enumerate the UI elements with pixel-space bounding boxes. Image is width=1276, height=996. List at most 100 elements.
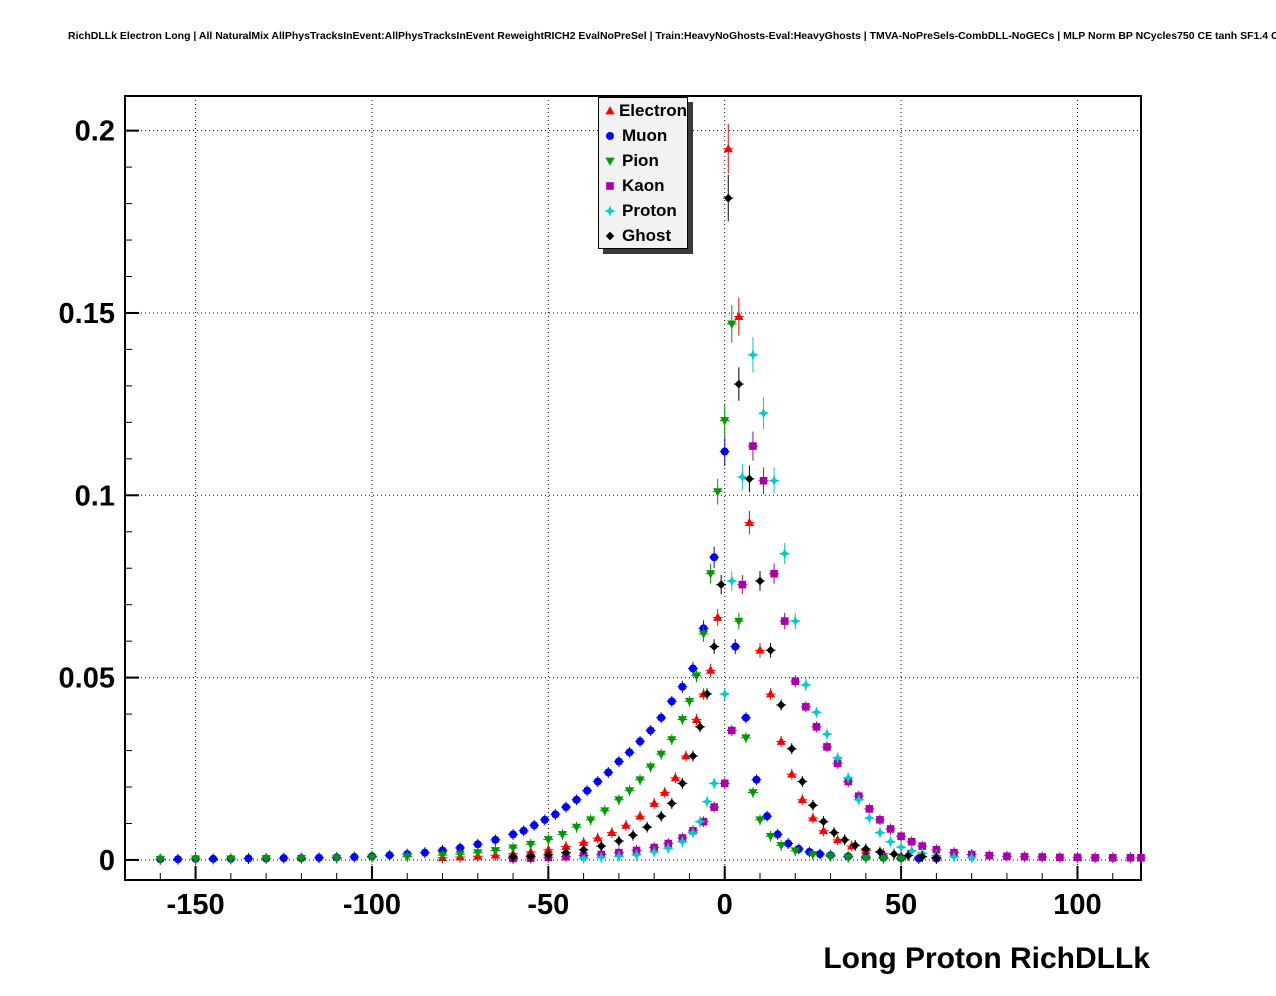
data-marker — [755, 576, 765, 586]
data-marker — [865, 805, 874, 813]
data-marker — [832, 752, 844, 764]
y-tick-label: 0.15 — [59, 298, 115, 330]
data-marker — [741, 734, 751, 743]
x-tick-label: -150 — [167, 889, 225, 921]
data-marker — [741, 713, 750, 722]
triangle-down-icon — [605, 157, 615, 166]
data-marker — [646, 726, 655, 735]
data-marker — [667, 736, 677, 745]
data-marker — [719, 688, 731, 700]
data-marker — [791, 677, 800, 686]
data-marker — [691, 672, 702, 681]
data-marker — [667, 799, 677, 808]
data-marker — [490, 847, 501, 856]
data-marker — [874, 827, 886, 839]
data-marker — [840, 835, 849, 845]
data-marker — [770, 569, 778, 578]
data-marker — [863, 812, 875, 824]
data-marker — [670, 773, 680, 782]
data-marker — [985, 851, 994, 860]
data-marker — [798, 777, 807, 786]
data-marker — [734, 311, 744, 321]
data-marker — [583, 786, 592, 795]
data-marker — [763, 812, 772, 821]
data-marker — [579, 837, 589, 846]
data-marker — [829, 828, 839, 837]
data-marker — [455, 850, 465, 859]
data-marker — [776, 700, 786, 710]
data-marker — [752, 775, 761, 784]
data-marker — [833, 835, 843, 844]
plot-title: RichDLLk Electron Long | All NaturalMix … — [68, 30, 1276, 42]
data-marker — [797, 794, 807, 804]
data-marker — [681, 751, 691, 760]
data-marker — [604, 768, 613, 777]
axis-ticks — [124, 129, 1114, 880]
data-marker — [593, 777, 602, 786]
data-marker — [723, 144, 733, 153]
data-marker — [701, 796, 713, 808]
data-marker — [808, 800, 818, 810]
data-marker — [600, 807, 610, 816]
data-marker — [932, 845, 941, 854]
data-marker — [607, 827, 617, 836]
data-marker — [713, 488, 723, 497]
data-marker — [748, 789, 758, 798]
data-marker — [593, 833, 603, 842]
data-marker — [621, 820, 631, 829]
data-marker — [190, 855, 201, 864]
x-tick-label: 50 — [885, 889, 917, 921]
legend-label: Ghost — [622, 225, 672, 245]
plot-frame — [124, 95, 1142, 881]
data-marker — [731, 642, 740, 651]
data-marker — [766, 645, 775, 655]
data-marker — [1038, 853, 1047, 861]
data-marker — [561, 803, 570, 812]
legend-item-ghost: Ghost — [599, 223, 687, 248]
data-marker — [821, 728, 833, 740]
legend-item-electron: Electron — [599, 98, 687, 123]
data-marker — [491, 835, 500, 844]
data-marker — [625, 748, 634, 757]
data-marker — [749, 442, 757, 450]
data-marker — [279, 854, 288, 863]
data-marker — [706, 665, 716, 674]
data-marker — [709, 642, 719, 652]
data-marker — [572, 795, 581, 804]
data-marker — [649, 798, 659, 807]
x-axis-title: Long Proton RichDLLk — [823, 942, 1150, 975]
data-marker — [437, 851, 448, 861]
data-marker — [557, 831, 568, 840]
data-marker — [508, 844, 518, 853]
data-marker — [823, 743, 831, 751]
data-marker — [726, 575, 738, 587]
data-marker — [660, 787, 670, 796]
data-marker — [519, 826, 528, 835]
data-marker — [526, 840, 536, 850]
legend-label: Pion — [622, 150, 659, 170]
data-marker — [385, 851, 394, 860]
data-marker — [687, 827, 699, 839]
data-marker — [948, 851, 960, 863]
data-marker — [812, 723, 821, 731]
data-marker — [155, 855, 165, 865]
data-marker — [907, 837, 916, 846]
data-marker — [787, 769, 797, 778]
data-marker — [876, 816, 884, 824]
data-marker — [561, 848, 571, 858]
legend-label: Kaon — [622, 175, 665, 195]
data-marker — [695, 722, 705, 732]
legend-label: Electron — [618, 100, 687, 120]
data-marker — [648, 846, 660, 858]
data-marker — [540, 815, 549, 824]
data-marker — [571, 823, 582, 832]
data-marker — [1091, 853, 1099, 862]
data-marker — [261, 855, 271, 864]
data-marker — [676, 836, 688, 848]
data-marker — [244, 854, 253, 863]
y-tick-label: 0.1 — [75, 480, 115, 512]
data-marker — [706, 570, 716, 579]
data-marker — [509, 830, 518, 839]
data-marker — [473, 840, 482, 849]
